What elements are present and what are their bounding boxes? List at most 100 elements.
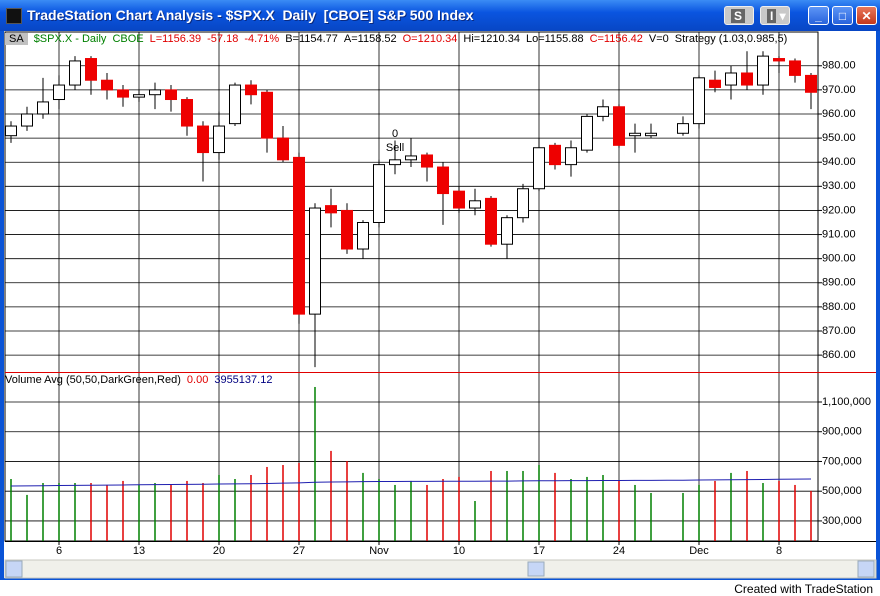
volume-bar [650,492,652,541]
y-tick-label: 880.00 [822,301,856,313]
volume-bar [794,484,796,541]
header-item: B=1154.77 [285,33,338,45]
candle-body [405,155,417,161]
candle-body [565,147,577,166]
volume-bar [762,483,764,541]
y-tick-label: 300,000 [822,515,862,527]
volume-bar [314,386,316,541]
volume-bar [554,472,556,541]
volume-bar [154,483,156,541]
candle-body [773,58,785,62]
scroll-left[interactable] [5,560,23,578]
volume-bar [378,479,380,541]
candle-body [261,91,273,139]
volume-bar [618,480,620,541]
candle-body [645,132,657,137]
signal-quantity: 0 [392,128,398,140]
candle-body [373,164,385,223]
y-tick-label: 890.00 [822,277,856,289]
volume-bar [42,483,44,541]
volume-bar [330,450,332,541]
volume-bar [122,480,124,541]
x-tick-label: 6 [56,545,62,557]
volume-bar [298,462,300,541]
window-title: TradeStation Chart Analysis - $SPX.X Dai… [27,7,474,23]
y-tick-label: 900,000 [822,426,862,438]
candle-body [181,99,193,127]
x-tick-label: 24 [613,545,625,557]
scroll-right[interactable] [857,560,875,578]
volume-bar [522,470,524,541]
candle-body [357,221,369,250]
candle-body [325,205,337,214]
header-item: SA [5,33,28,45]
candle-body [85,58,97,81]
candle-body [709,79,721,88]
x-tick-label: 27 [293,545,305,557]
header-item: Lo=1155.88 [525,33,584,45]
header-item: 3955137.12 [214,374,273,386]
header-item: L=1156.39 [149,33,202,45]
minimize-button[interactable]: _ [808,6,829,25]
indicator-button[interactable]: I ▾ [760,6,790,25]
button-label: I [767,9,777,23]
close-button[interactable]: ✕ [856,6,877,25]
scrollbar[interactable] [4,559,877,579]
scroll-thumb[interactable] [527,561,545,577]
volume-bar [538,465,540,541]
y-tick-label: 910.00 [822,228,856,240]
volume-bar [474,501,476,541]
x-tick-label: Nov [369,545,389,557]
app-icon [6,8,22,24]
x-tick-label: Dec [689,545,709,557]
price-header: SA $SPX.X - Daily CBOE L=1156.39 -57.18 -4.71… [5,33,793,45]
maximize-button[interactable]: □ [832,6,853,25]
candle-body [229,84,241,125]
signal-label: Sell [386,142,404,154]
volume-bar [202,483,204,541]
y-tick-label: 1,100,000 [822,396,871,408]
volume-bar [218,474,220,541]
footer: Created with TradeStation [734,582,873,596]
volume-bar [138,484,140,541]
volume-bar [74,483,76,541]
candle-body [789,60,801,76]
candle-body [693,77,705,125]
candle-body [453,190,465,209]
candle-body [117,89,129,98]
volume-bar [810,490,812,541]
candle-body [469,200,481,209]
y-tick-label: 930.00 [822,180,856,192]
header-item: Volume Avg (50,50,DarkGreen,Red) [5,374,181,386]
candle-body [629,132,641,137]
volume-bar [106,484,108,541]
window: TradeStation Chart Analysis - $SPX.X Dai… [0,0,880,580]
header-item: -4.71% [244,33,280,45]
candle-body [341,209,353,250]
candle-body [149,89,161,96]
volume-bar [362,472,364,541]
y-tick-label: 950.00 [822,132,856,144]
volume-bar [730,472,732,541]
chart-background [4,31,876,578]
volume-bar [394,484,396,541]
volume-bar [282,465,284,541]
volume-bar [778,480,780,541]
candle-body [69,60,81,86]
candle-body [5,125,17,137]
volume-bar [586,476,588,541]
candle-body [581,115,593,151]
header-item: V=0 [648,33,669,45]
header-item: 0.00 [186,374,209,386]
candle-body [533,147,545,190]
y-tick-label: 860.00 [822,349,856,361]
candle-body [597,106,609,117]
y-tick-label: 900.00 [822,253,856,265]
candle-body [293,156,305,315]
candle-body [213,125,225,154]
candle-body [501,217,513,245]
y-tick-label: 920.00 [822,204,856,216]
candle-body [549,144,561,166]
candle-body [37,101,49,115]
volume-bar [186,480,188,541]
